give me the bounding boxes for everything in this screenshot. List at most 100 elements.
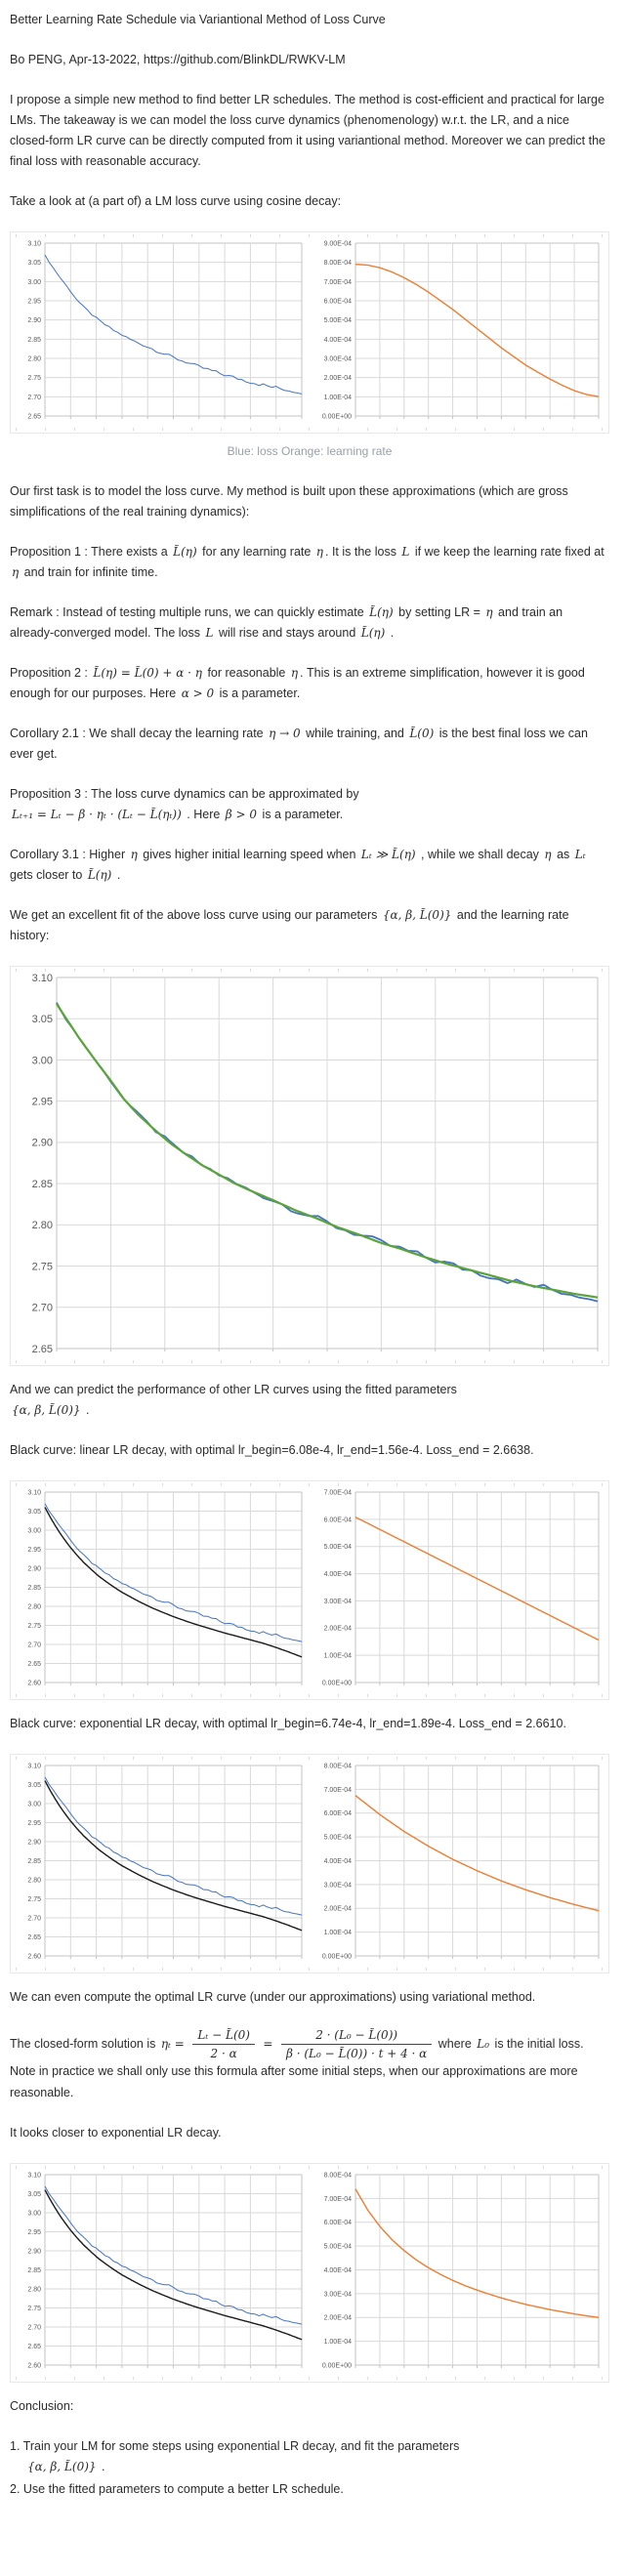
svg-text:2.70: 2.70 [27,2324,41,2331]
first-task-paragraph: Our first task is to model the loss curv… [10,484,568,519]
svg-text:2.60: 2.60 [27,1680,41,1686]
svg-text:5.00E-04: 5.00E-04 [324,2243,353,2250]
svg-text:2.85: 2.85 [27,2267,41,2274]
svg-text:3.00: 3.00 [27,2210,41,2217]
svg-text:0.00E+00: 0.00E+00 [322,1953,352,1960]
svg-text:6.00E-04: 6.00E-04 [324,2220,353,2226]
remark-paragraph: Remark : Instead of testing multiple run… [10,605,563,640]
svg-text:3.00: 3.00 [27,1801,41,1807]
compute-optimal-paragraph: We can even compute the optimal LR curve… [10,1990,536,2004]
svg-text:3.00: 3.00 [32,1055,53,1066]
svg-text:2.80: 2.80 [32,1220,53,1231]
svg-text:1.00E-04: 1.00E-04 [324,2339,353,2346]
svg-text:2.60: 2.60 [27,1953,41,1960]
svg-text:8.00E-04: 8.00E-04 [324,260,353,267]
svg-text:4.00E-04: 4.00E-04 [324,1571,353,1578]
conclusion-item-1: 1. Train your LM for some steps using ex… [10,2438,460,2473]
svg-text:2.80: 2.80 [27,1603,41,1610]
svg-text:7.00E-04: 7.00E-04 [324,279,353,286]
svg-text:6.00E-04: 6.00E-04 [324,298,353,305]
proposition-2: Proposition 2 : L̃(η) = L̃(0) + α · η fo… [10,666,585,700]
svg-text:6.00E-04: 6.00E-04 [324,1517,353,1523]
svg-text:3.05: 3.05 [27,2191,41,2198]
svg-text:2.70: 2.70 [27,1915,41,1922]
svg-text:3.10: 3.10 [27,2172,41,2179]
corollary-2-1: Corollary 2.1 : We shall decay the learn… [10,727,588,761]
svg-text:2.00E-04: 2.00E-04 [324,2315,353,2322]
proposition-3: Proposition 3 : The loss curve dynamics … [10,787,359,821]
figure-linear-decay[interactable]: 3.10 3.05 3.00 2.95 2.90 2.85 2.80 2.75 2.70 2.65… [10,1480,609,1700]
svg-text:4.00E-04: 4.00E-04 [324,1858,353,1865]
svg-text:8.00E-04: 8.00E-04 [324,2172,353,2179]
lr-chart-cosine: 9.00E-04 8.00E-04 7.00E-04 6.00E-04 5.00E-04… [312,237,604,428]
svg-text:5.00E-04: 5.00E-04 [324,1544,353,1551]
svg-text:3.00E-04: 3.00E-04 [324,2291,353,2298]
svg-text:1.00E-04: 1.00E-04 [324,1930,353,1936]
figure-cosine-loss[interactable]: 3.10 3.05 3.00 2.95 2.90 2.85 2.80 2.75 2.70 2.65… [10,231,609,434]
svg-text:2.70: 2.70 [27,395,41,401]
svg-text:2.00E-04: 2.00E-04 [324,375,353,382]
svg-text:2.90: 2.90 [27,1839,41,1846]
svg-text:3.10: 3.10 [27,1489,41,1496]
conclusion-heading: Conclusion: [10,2398,74,2413]
svg-text:2.65: 2.65 [27,413,41,420]
loss-chart-exponential: 3.10 3.05 3.00 2.95 2.90 2.85 2.80 2.75 2.70 2.65… [16,1760,308,1968]
svg-text:3.00E-04: 3.00E-04 [324,1882,353,1889]
closed-form-post: where L₀ is the initial loss. Note in pr… [10,2036,584,2099]
svg-text:2.00E-04: 2.00E-04 [324,1626,353,1633]
conclusion-list: 1. Train your LM for some steps using ex… [10,2436,609,2500]
svg-text:3.05: 3.05 [27,1509,41,1516]
svg-text:5.00E-04: 5.00E-04 [324,317,353,324]
big-fit-chart: 3.10 3.05 3.00 2.95 2.90 2.85 2.80 2.75 2.70 2.65 [16,972,604,1360]
svg-text:6.00E-04: 6.00E-04 [324,1810,353,1817]
figure-caption: Blue: loss Orange: learning rate [227,444,393,458]
svg-text:2.90: 2.90 [32,1138,53,1149]
svg-text:0.00E+00: 0.00E+00 [322,413,352,420]
svg-text:2.85: 2.85 [32,1179,53,1190]
svg-text:2.65: 2.65 [32,1344,53,1355]
loss-chart-linear: 3.10 3.05 3.00 2.95 2.90 2.85 2.80 2.75 2.70 2.65… [16,1486,308,1694]
svg-text:2.00E-04: 2.00E-04 [324,1906,353,1913]
figure-fitted-loss[interactable]: 3.10 3.05 3.00 2.95 2.90 2.85 2.80 2.75 2.70 2.65 [10,966,609,1366]
conclusion-item-2: 2. Use the fitted parameters to compute … [10,2481,344,2496]
corollary-3-1: Corollary 3.1 : Higher η gives higher in… [10,848,586,882]
svg-text:3.00: 3.00 [27,1527,41,1534]
svg-text:3.00: 3.00 [27,279,41,286]
closed-form-lead: The closed-form solution is [10,2036,159,2051]
svg-text:2.75: 2.75 [27,2306,41,2312]
svg-text:3.10: 3.10 [27,240,41,247]
lr-chart-linear: 7.00E-04 6.00E-04 5.00E-04 4.00E-04 3.00E-04… [312,1486,604,1694]
svg-text:4.00E-04: 4.00E-04 [324,2267,353,2274]
svg-text:2.95: 2.95 [27,2229,41,2236]
svg-text:2.65: 2.65 [27,2344,41,2350]
figure-exponential-decay[interactable]: 3.10 3.05 3.00 2.95 2.90 2.85 2.80 2.75 2.70 2.65… [10,1754,609,1974]
svg-text:8.00E-04: 8.00E-04 [324,1763,353,1769]
svg-text:2.95: 2.95 [27,298,41,305]
svg-text:2.75: 2.75 [27,1623,41,1630]
svg-text:2.90: 2.90 [27,1565,41,1572]
proposition-1: Proposition 1 : There exists a L̃(η) for… [10,545,604,579]
page-title: Better Learning Rate Schedule via Varian… [10,13,386,26]
svg-text:3.00E-04: 3.00E-04 [324,1599,353,1605]
svg-text:4.00E-04: 4.00E-04 [324,337,353,344]
svg-text:2.80: 2.80 [27,2286,41,2293]
figure-optimal-lr[interactable]: 3.10 3.05 3.00 2.95 2.90 2.85 2.80 2.75 2.70 2.65… [10,2162,609,2383]
byline: Bo PENG, Apr-13-2022, https://github.com… [10,53,346,66]
svg-text:2.90: 2.90 [27,317,41,324]
fraction-1: Lₜ − L̃(0) 2 · α [192,2027,255,2061]
take-a-look-paragraph: Take a look at (a part of) a LM loss cur… [10,194,342,208]
svg-text:2.95: 2.95 [27,1547,41,1554]
svg-text:0.00E+00: 0.00E+00 [322,1680,352,1686]
svg-text:2.90: 2.90 [27,2248,41,2255]
svg-text:2.80: 2.80 [27,1877,41,1884]
svg-text:7.00E-04: 7.00E-04 [324,1489,353,1496]
svg-text:1.00E-04: 1.00E-04 [324,1653,353,1660]
svg-text:2.65: 2.65 [27,1934,41,1941]
svg-text:3.00E-04: 3.00E-04 [324,355,353,362]
loss-chart-optimal: 3.10 3.05 3.00 2.95 2.90 2.85 2.80 2.75 2.70 2.65… [16,2168,308,2377]
fit-paragraph: We get an excellent fit of the above los… [10,908,569,942]
svg-text:2.60: 2.60 [27,2362,41,2369]
svg-text:3.10: 3.10 [27,1763,41,1769]
svg-text:2.75: 2.75 [32,1261,53,1272]
closer-paragraph: It looks closer to exponential LR decay. [10,2125,222,2140]
